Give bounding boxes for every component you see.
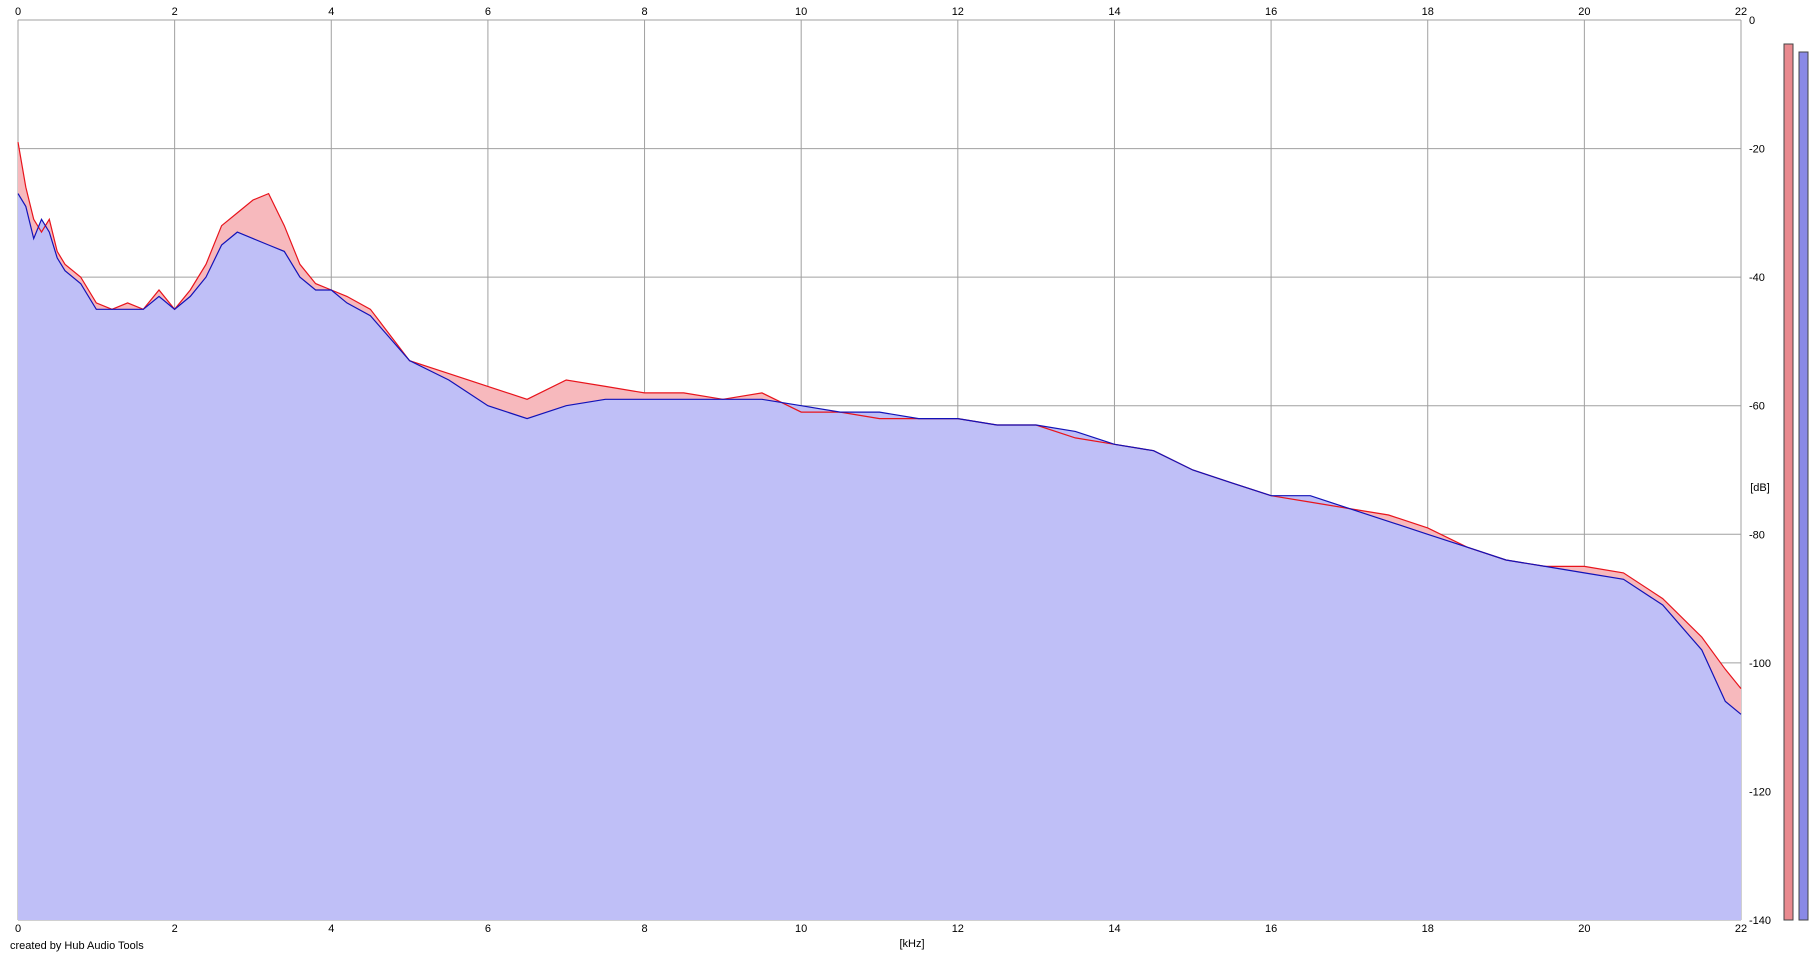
y-tick-label: -60 (1749, 401, 1765, 413)
x-tick-label-bottom: 12 (952, 923, 964, 935)
x-tick-label-top: 4 (328, 6, 334, 18)
y-tick-label: -100 (1749, 658, 1771, 670)
x-tick-label-bottom: 18 (1422, 923, 1434, 935)
y-tick-label: 0 (1749, 15, 1755, 27)
x-tick-label-top: 14 (1108, 6, 1120, 18)
y-tick-label: -40 (1749, 272, 1765, 284)
x-tick-label-bottom: 22 (1735, 923, 1747, 935)
x-tick-label-top: 6 (485, 6, 491, 18)
y-tick-label: -80 (1749, 529, 1765, 541)
x-tick-label-bottom: 16 (1265, 923, 1277, 935)
credit-text: created by Hub Audio Tools (10, 940, 144, 952)
x-tick-label-top: 10 (795, 6, 807, 18)
x-tick-label-bottom: 0 (15, 923, 21, 935)
y-tick-labels: 0 -20 -40 -60 -80 -100 -120 -140 (1749, 15, 1771, 927)
x-tick-label-top: 18 (1422, 6, 1434, 18)
x-axis-label: [kHz] (899, 938, 924, 950)
red-channel-line (17, 141, 1742, 689)
x-tick-label-bottom: 6 (485, 923, 491, 935)
x-tick-labels-top: 0 2 4 6 8 10 12 14 16 18 20 22 (15, 6, 1747, 18)
x-tick-label-top: 2 (172, 6, 178, 18)
x-tick-label-top: 16 (1265, 6, 1277, 18)
x-tick-label-top: 20 (1578, 6, 1590, 18)
x-tick-label-bottom: 20 (1578, 923, 1590, 935)
y-tick-label: -120 (1749, 786, 1771, 798)
red-level-meter (1783, 43, 1794, 921)
x-tick-label-bottom: 10 (795, 923, 807, 935)
x-tick-label-bottom: 14 (1108, 923, 1120, 935)
blue-channel-area (18, 193, 1741, 921)
x-tick-label-top: 22 (1735, 6, 1747, 18)
blue-level-meter (1798, 51, 1809, 921)
x-tick-label-bottom: 4 (328, 923, 334, 935)
x-tick-label-top: 12 (952, 6, 964, 18)
x-tick-label-bottom: 8 (641, 923, 647, 935)
x-tick-label-bottom: 2 (172, 923, 178, 935)
y-tick-label: -20 (1749, 144, 1765, 156)
y-axis-label: [dB] (1750, 482, 1770, 494)
x-tick-label-top: 0 (15, 6, 21, 18)
x-tick-labels-bottom: 0 2 4 6 8 10 12 14 16 18 20 22 (15, 923, 1747, 935)
x-tick-label-top: 8 (641, 6, 647, 18)
y-tick-label: -140 (1749, 915, 1771, 927)
blue-channel-line (17, 193, 1742, 715)
